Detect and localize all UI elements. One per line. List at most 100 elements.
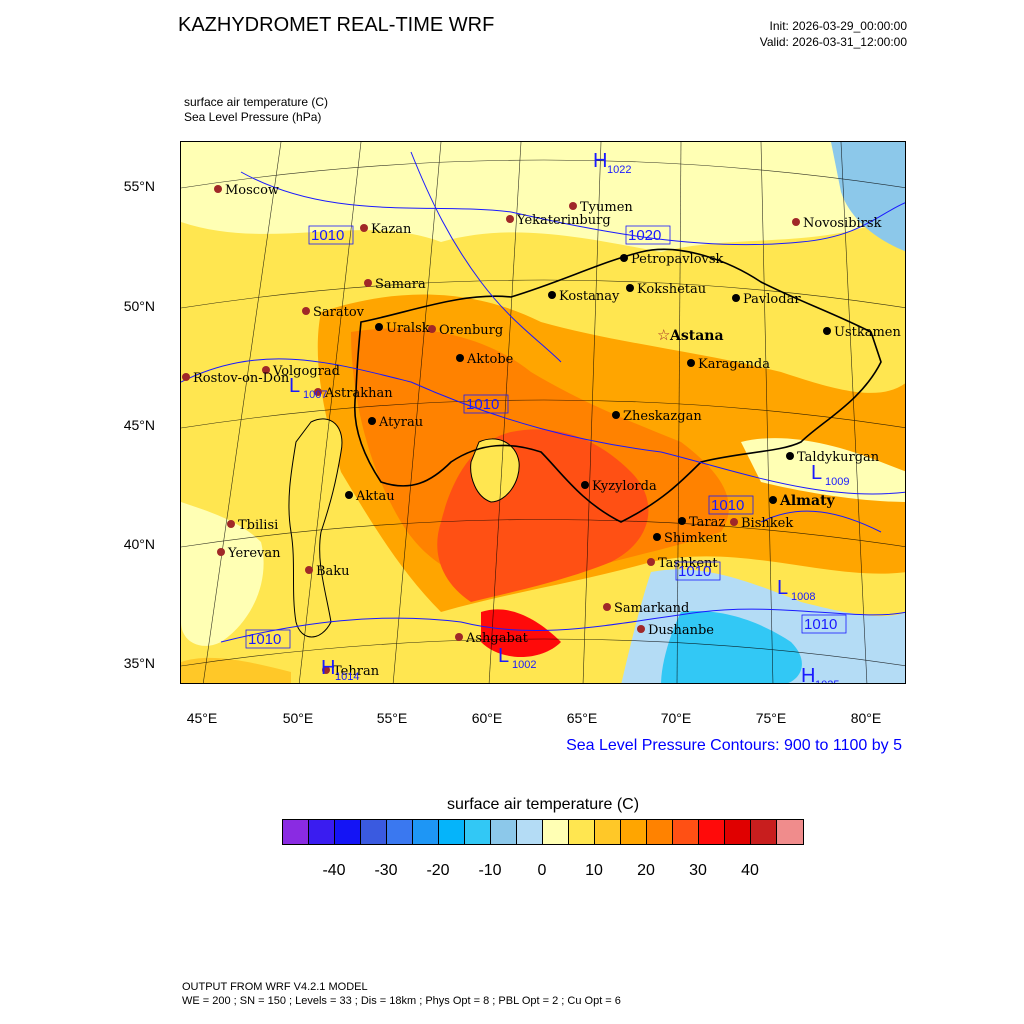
pressure-value: 1010 bbox=[248, 631, 281, 648]
pressure-value: 1010 bbox=[804, 616, 837, 633]
city-dot-icon bbox=[603, 603, 611, 611]
city-dot-icon bbox=[364, 279, 372, 287]
colorbar-swatch bbox=[595, 820, 621, 844]
city-label: Aktau bbox=[355, 489, 395, 504]
city-dot-icon bbox=[732, 294, 740, 302]
city-label: Kokshetau bbox=[637, 282, 706, 297]
valid-time: Valid: 2026-03-31_12:00:00 bbox=[759, 35, 907, 49]
colorbar-tick-label: 0 bbox=[537, 862, 547, 879]
city-label: Ashgabat bbox=[465, 631, 529, 646]
colorbar-swatch bbox=[335, 820, 361, 844]
pressure-label: 1020 bbox=[625, 225, 671, 245]
lat-label-35: 35°N bbox=[123, 655, 155, 671]
city-marker: Yerevan bbox=[217, 546, 281, 561]
colorbar-swatch bbox=[309, 820, 335, 844]
pressure-value: 1002 bbox=[512, 659, 536, 671]
pressure-value: 1010 bbox=[678, 563, 711, 580]
pressure-value: 1010 bbox=[711, 497, 744, 514]
lat-label-55: 55°N bbox=[123, 178, 155, 194]
city-marker: Orenburg bbox=[428, 323, 503, 338]
city-label: Atyrau bbox=[378, 415, 423, 430]
city-label: Tashkent bbox=[658, 556, 718, 571]
pressure-label: L 1008 bbox=[777, 577, 815, 603]
temperature-band-cold-north bbox=[831, 142, 905, 252]
city-dot-icon bbox=[687, 359, 695, 367]
lon-label-65: 65°E bbox=[566, 710, 598, 726]
city-label: Tbilisi bbox=[238, 518, 278, 533]
init-time: Init: 2026-03-29_00:00:00 bbox=[769, 19, 907, 33]
city-marker: Tehran bbox=[322, 664, 380, 679]
city-label: Novosibirsk bbox=[803, 216, 882, 231]
city-marker: Taldykurgan bbox=[786, 450, 880, 465]
lon-label-70: 70°E bbox=[660, 710, 692, 726]
colorbar-tick-label: -10 bbox=[478, 862, 502, 879]
pressure-value: 1020 bbox=[628, 227, 661, 244]
city-marker: Ustkamen bbox=[823, 325, 902, 340]
graticule bbox=[181, 142, 905, 683]
city-label: Astrakhan bbox=[324, 386, 393, 401]
city-marker: Bishkek bbox=[730, 516, 793, 531]
city-dot-icon bbox=[569, 202, 577, 210]
city-label: Taldykurgan bbox=[797, 450, 880, 465]
temperature-band-cool bbox=[181, 142, 905, 252]
city-label: Saratov bbox=[313, 305, 365, 320]
city-label: Almaty bbox=[779, 493, 836, 509]
field-label-temperature: surface air temperature (C) bbox=[184, 95, 329, 109]
city-marker: Tyumen bbox=[569, 200, 633, 215]
field-label-pressure: Sea Level Pressure (hPa) bbox=[184, 110, 322, 124]
city-dot-icon bbox=[368, 417, 376, 425]
city-dot-icon bbox=[360, 224, 368, 232]
lon-label-75: 75°E bbox=[755, 710, 787, 726]
city-marker: Novosibirsk bbox=[792, 216, 882, 231]
city-label: Yerevan bbox=[227, 546, 281, 561]
city-dot-icon bbox=[626, 284, 634, 292]
aral-sea bbox=[470, 438, 520, 503]
colorbar-swatch bbox=[647, 820, 673, 844]
city-marker: Shimkent bbox=[653, 531, 728, 546]
high-pressure-marker: H bbox=[593, 150, 607, 172]
city-label: Pavlodar bbox=[743, 292, 801, 307]
colorbar-swatch bbox=[725, 820, 751, 844]
city-dot-icon bbox=[455, 633, 463, 641]
city-dot-icon bbox=[345, 491, 353, 499]
city-label: Baku bbox=[316, 564, 350, 579]
city-dot-icon bbox=[730, 518, 738, 526]
city-marker: Zheskazgan bbox=[612, 409, 702, 424]
city-dot-icon bbox=[182, 373, 190, 381]
pressure-value: 1010 bbox=[466, 396, 499, 413]
city-marker: Pavlodar bbox=[732, 292, 801, 307]
city-label: Petropavlovsk bbox=[631, 252, 724, 267]
colorbar-swatch bbox=[439, 820, 465, 844]
city-label: Orenburg bbox=[439, 323, 503, 338]
lat-label-45: 45°N bbox=[123, 417, 155, 433]
city-marker: Tbilisi bbox=[227, 518, 278, 533]
city-marker: Almaty bbox=[769, 493, 836, 509]
capital-star-icon: ☆ bbox=[657, 327, 670, 344]
pressure-value: 1008 bbox=[791, 591, 815, 603]
lon-label-45: 45°E bbox=[186, 710, 218, 726]
colorbar-swatch bbox=[569, 820, 595, 844]
high-pressure-marker: H bbox=[801, 665, 815, 684]
city-marker: ☆ Astana bbox=[657, 327, 724, 344]
colorbar-tick-label: 30 bbox=[689, 862, 707, 879]
contour-note: Sea Level Pressure Contours: 900 to 1100… bbox=[566, 737, 902, 754]
colorbar-swatch bbox=[621, 820, 647, 844]
pressure-value: 1022 bbox=[607, 164, 631, 176]
pressure-label: H 1014 bbox=[321, 657, 359, 683]
colorbar-swatch bbox=[751, 820, 777, 844]
city-dot-icon bbox=[506, 215, 514, 223]
city-marker: Dushanbe bbox=[637, 623, 714, 638]
pressure-label: 1010 bbox=[801, 614, 847, 634]
lon-label-60: 60°E bbox=[471, 710, 503, 726]
pressure-label: 1010 bbox=[308, 225, 354, 245]
city-label: Moscow bbox=[225, 183, 279, 198]
city-label: Bishkek bbox=[741, 516, 793, 531]
pressure-isobars bbox=[181, 151, 905, 643]
pressure-value: 1009 bbox=[825, 476, 849, 488]
low-pressure-marker: L bbox=[498, 645, 509, 667]
city-dot-icon bbox=[786, 452, 794, 460]
city-dot-icon bbox=[581, 481, 589, 489]
city-marker: Kazan bbox=[360, 222, 412, 237]
lat-label-50: 50°N bbox=[123, 298, 155, 314]
